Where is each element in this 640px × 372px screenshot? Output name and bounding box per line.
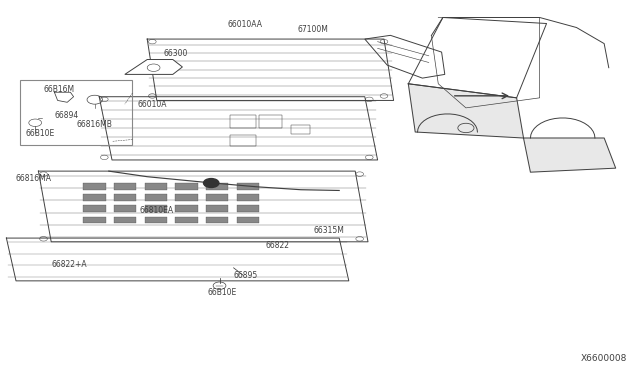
Bar: [175, 205, 198, 212]
Text: 66894: 66894: [54, 111, 79, 120]
Text: 66010A: 66010A: [138, 100, 167, 109]
Bar: [392, 56, 411, 67]
Bar: [206, 217, 228, 223]
Text: 66B10E: 66B10E: [208, 288, 237, 296]
Bar: [83, 183, 106, 190]
Bar: [415, 58, 431, 67]
Bar: [20, 80, 132, 145]
Circle shape: [204, 179, 219, 187]
Bar: [175, 194, 198, 201]
Bar: [175, 217, 198, 223]
Polygon shape: [6, 238, 349, 281]
Polygon shape: [524, 138, 616, 172]
Bar: [114, 183, 136, 190]
Bar: [145, 194, 167, 201]
Text: 66B16M: 66B16M: [44, 85, 75, 94]
Text: 66816MB: 66816MB: [77, 120, 113, 129]
Bar: [175, 183, 198, 190]
Bar: [259, 115, 282, 128]
Bar: [114, 194, 136, 201]
Bar: [291, 125, 310, 134]
Text: 66822+A: 66822+A: [51, 260, 87, 269]
Text: 66810EA: 66810EA: [140, 206, 173, 215]
Bar: [83, 194, 106, 201]
Bar: [237, 183, 259, 190]
Polygon shape: [99, 97, 378, 160]
Text: 66B10E: 66B10E: [26, 129, 55, 138]
Bar: [83, 205, 106, 212]
Bar: [237, 194, 259, 201]
Polygon shape: [365, 35, 445, 78]
Text: 66895: 66895: [234, 271, 258, 280]
Bar: [145, 217, 167, 223]
Bar: [114, 205, 136, 212]
Bar: [230, 135, 256, 146]
Bar: [145, 183, 167, 190]
Bar: [145, 205, 167, 212]
Bar: [206, 194, 228, 201]
Polygon shape: [147, 39, 394, 100]
Polygon shape: [408, 84, 524, 138]
Polygon shape: [125, 60, 182, 74]
Bar: [230, 115, 256, 128]
Text: X6600008: X6600008: [581, 354, 627, 363]
Polygon shape: [38, 171, 368, 242]
Text: 66816MA: 66816MA: [16, 174, 52, 183]
Text: 66315M: 66315M: [314, 226, 344, 235]
Text: 66822: 66822: [266, 241, 289, 250]
Bar: [206, 183, 228, 190]
Text: 66010AA: 66010AA: [227, 20, 262, 29]
Text: 67100M: 67100M: [298, 25, 328, 34]
Text: 66300: 66300: [163, 49, 188, 58]
Bar: [114, 217, 136, 223]
Bar: [206, 205, 228, 212]
Bar: [237, 205, 259, 212]
Bar: [237, 217, 259, 223]
Bar: [83, 217, 106, 223]
